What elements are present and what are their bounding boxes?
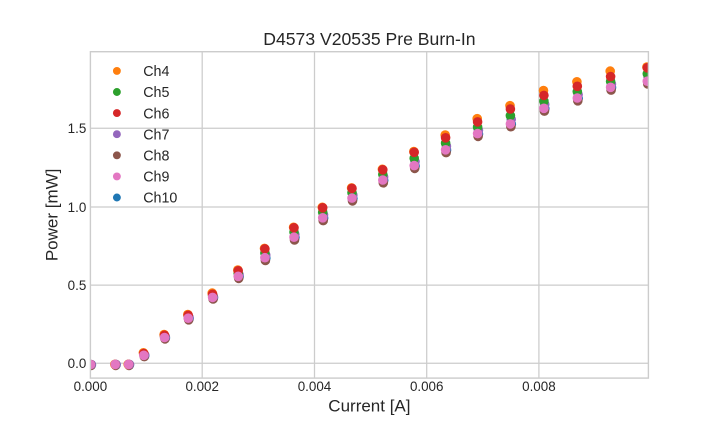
svg-text:1.0: 1.0 [68,200,87,215]
svg-text:0.0: 0.0 [68,356,87,371]
svg-text:Ch6: Ch6 [143,106,169,122]
svg-text:0.000: 0.000 [74,379,108,394]
svg-text:0.5: 0.5 [68,278,87,293]
svg-text:0.006: 0.006 [410,379,444,394]
svg-text:Ch5: Ch5 [143,85,169,101]
svg-text:1.5: 1.5 [68,121,87,136]
svg-text:Current [A]: Current [A] [328,396,410,415]
svg-text:Ch9: Ch9 [143,170,169,186]
svg-text:Ch8: Ch8 [143,149,169,165]
svg-text:Ch7: Ch7 [143,127,169,143]
svg-text:0.004: 0.004 [298,379,332,394]
svg-text:D4573 V20535 Pre Burn-In: D4573 V20535 Pre Burn-In [263,29,475,49]
svg-text:Power [mW]: Power [mW] [43,169,62,262]
svg-text:0.002: 0.002 [185,379,219,394]
svg-text:0.008: 0.008 [522,379,556,394]
svg-text:Ch10: Ch10 [143,191,177,207]
svg-text:Ch4: Ch4 [143,64,169,80]
